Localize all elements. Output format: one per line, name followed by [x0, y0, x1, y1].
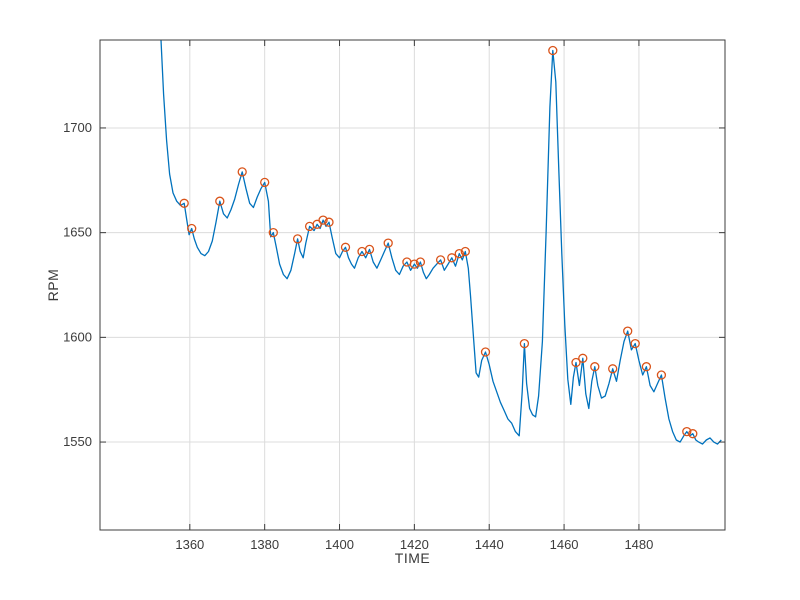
x-tick-label: 1360 — [175, 537, 204, 552]
rpm-series-line — [160, 39, 722, 445]
y-tick-label: 1600 — [63, 329, 92, 344]
x-tick-label: 1380 — [250, 537, 279, 552]
tick-labels: 1360 1380 1400 1420 1440 1460 1480 1550 1600 1650… — [63, 120, 653, 552]
peak-markers — [179, 45, 698, 439]
axes-box — [99, 39, 726, 531]
y-tick-label: 1550 — [63, 434, 92, 449]
x-axis-label: TIME — [394, 550, 431, 566]
y-axis-label: RPM — [45, 268, 61, 302]
x-tick-label: 1400 — [325, 537, 354, 552]
x-tick-label: 1420 — [400, 537, 429, 552]
y-tick-label: 1650 — [63, 225, 92, 240]
x-tick-label: 1460 — [550, 537, 579, 552]
grid-lines — [100, 40, 725, 530]
x-tick-label: 1480 — [624, 537, 653, 552]
y-tick-label: 1700 — [63, 120, 92, 135]
x-tick-label: 1440 — [475, 537, 504, 552]
